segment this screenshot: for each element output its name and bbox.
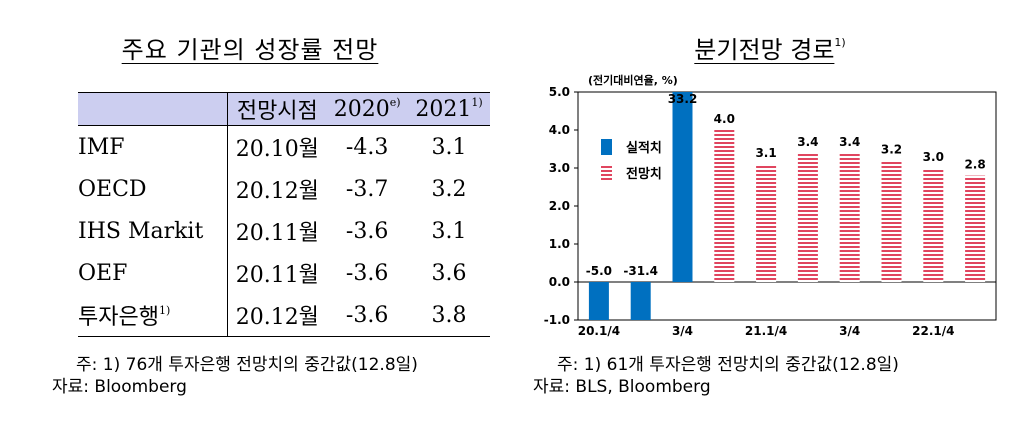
value-2021: 3.8 bbox=[408, 294, 490, 337]
value-2021: 3.6 bbox=[431, 260, 467, 286]
right-panel-title: 분기전망 경로1) bbox=[694, 36, 846, 64]
institution-name: 투자은행1) bbox=[78, 294, 228, 337]
growth-forecast-table: 전망시점 2020e) 20211) IMF 20.10월 -4.3 3.1 O… bbox=[78, 92, 490, 337]
y-tick-label: 5.0 bbox=[549, 85, 570, 99]
header-2020: 2020e) bbox=[326, 92, 409, 126]
data-label: 3.2 bbox=[881, 142, 902, 156]
y-axis-unit-label: (전기대비연율, %) bbox=[588, 73, 678, 87]
x-tick-label: 21.1/4 bbox=[745, 324, 787, 338]
y-tick-label: -1.0 bbox=[544, 313, 570, 327]
data-label: -5.0 bbox=[586, 264, 612, 278]
data-label: -31.4 bbox=[623, 264, 658, 278]
y-tick-label: 0.0 bbox=[549, 275, 570, 289]
bar-20.3/4 bbox=[672, 92, 693, 282]
bar-21.2/4 bbox=[797, 152, 818, 282]
header-forecast-date: 전망시점 bbox=[227, 92, 327, 126]
x-tick-label: 20.1/4 bbox=[578, 324, 620, 338]
data-label: 3.1 bbox=[755, 146, 776, 160]
value-2020: -3.6 bbox=[345, 218, 389, 244]
table-header-row: 전망시점 2020e) 20211) bbox=[78, 92, 490, 126]
table-row: 투자은행1) 20.12월 -3.6 3.8 bbox=[78, 294, 490, 337]
forecast-date: 20.10월 bbox=[227, 125, 327, 168]
legend-swatch-forecast bbox=[601, 165, 612, 181]
x-tick-label: 3/4 bbox=[672, 324, 693, 338]
institution-name: OECD bbox=[78, 177, 147, 202]
bar-20.1/4 bbox=[588, 282, 609, 320]
table-row: OECD 20.12월 -3.7 3.2 bbox=[78, 168, 490, 210]
bar-20.4/4 bbox=[714, 130, 735, 282]
quarterly-forecast-chart: (전기대비연율, %) -1.0 0.0 1.0 2.0 3.0 4.0 5.0 -5.0-… bbox=[544, 73, 997, 338]
header-blank bbox=[78, 92, 228, 126]
forecast-date: 20.11월 bbox=[227, 210, 327, 252]
institution-name: IHS Markit bbox=[78, 219, 204, 244]
institution-name: IMF bbox=[78, 135, 125, 160]
value-2021: 3.1 bbox=[431, 218, 467, 244]
y-tick-label: 3.0 bbox=[549, 161, 570, 175]
value-2021: 3.1 bbox=[431, 134, 467, 160]
bar-20.2/4 bbox=[630, 282, 651, 320]
forecast-date: 20.12월 bbox=[227, 294, 327, 337]
right-footnote: 주: 1) 61개 투자은행 전망치의 중간값(12.8일) bbox=[557, 355, 899, 375]
data-label: 4.0 bbox=[714, 112, 735, 126]
value-2020: -3.6 bbox=[345, 260, 389, 286]
bar-21.4/4 bbox=[881, 160, 902, 282]
forecast-date: 20.12월 bbox=[227, 168, 327, 210]
legend-label-actual: 실적치 bbox=[626, 140, 662, 156]
data-label: 2.8 bbox=[964, 158, 985, 172]
y-tick-label: 4.0 bbox=[549, 123, 570, 137]
value-2021: 3.2 bbox=[431, 176, 467, 202]
header-2021: 20211) bbox=[408, 92, 490, 126]
institution-name: OEF bbox=[78, 261, 128, 286]
bar-21.1/4 bbox=[756, 164, 777, 282]
data-label: 3.0 bbox=[923, 150, 944, 164]
table-row: IHS Markit 20.11월 -3.6 3.1 bbox=[78, 210, 490, 252]
left-panel-title: 주요 기관의 성장률 전망 bbox=[121, 36, 379, 64]
legend-swatch-actual bbox=[601, 139, 612, 155]
legend-label-forecast: 전망치 bbox=[626, 166, 662, 182]
table-row: IMF 20.10월 -4.3 3.1 bbox=[78, 125, 490, 168]
bar-22.1/4 bbox=[923, 168, 944, 282]
y-tick-label: 2.0 bbox=[549, 199, 570, 213]
data-label: 3.4 bbox=[797, 135, 818, 149]
left-footnote: 주: 1) 76개 투자은행 전망치의 중간값(12.8일) bbox=[76, 355, 418, 375]
left-source: 자료: Bloomberg bbox=[52, 377, 187, 397]
bar-22.2/4 bbox=[965, 175, 986, 282]
x-tick-label: 3/4 bbox=[839, 324, 860, 338]
value-2020: -3.7 bbox=[345, 176, 389, 202]
forecast-date: 20.11월 bbox=[227, 252, 327, 294]
right-source: 자료: BLS, Bloomberg bbox=[533, 377, 711, 397]
data-label: 33.2 bbox=[668, 92, 698, 106]
value-2020: -4.3 bbox=[345, 134, 389, 160]
table-row: OEF 20.11월 -3.6 3.6 bbox=[78, 252, 490, 294]
data-label: 3.4 bbox=[839, 135, 860, 149]
value-2020: -3.6 bbox=[326, 294, 409, 337]
bar-21.3/4 bbox=[839, 152, 860, 282]
x-tick-label: 22.1/4 bbox=[912, 324, 954, 338]
y-tick-label: 1.0 bbox=[549, 237, 570, 251]
